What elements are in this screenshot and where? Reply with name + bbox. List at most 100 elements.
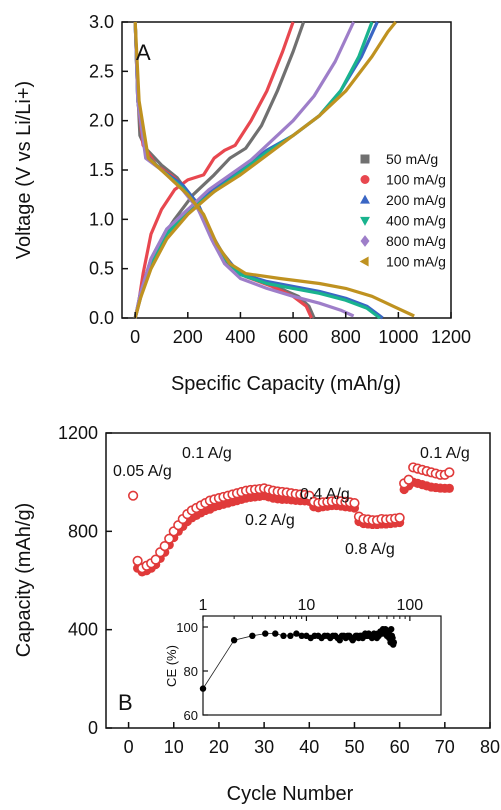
panel-a-x-tick-label: 0 <box>130 327 140 347</box>
panel-a-legend: 50 mA/g 100 mA/g 200 mA/g 400 mA/g 800 mA/g 1… <box>359 151 446 270</box>
panel-b-y-tick-label: 400 <box>68 620 98 640</box>
rate-label-0-1-second: 0.1 A/g <box>420 445 470 462</box>
inset-x-tick-label: 1 <box>199 597 208 614</box>
legend-marker-icon <box>360 154 370 164</box>
inset-x-ticks: 1 10 100 <box>199 597 442 621</box>
panel-a-y-tick-label: 1.0 <box>89 209 114 229</box>
panel-a-y-tick-label: 2.5 <box>89 61 114 81</box>
panel-b-y-tick-label: 800 <box>68 521 98 541</box>
panel-a-y-tick-label: 0.5 <box>89 259 114 279</box>
panel-a-x-tick-label: 1000 <box>378 327 418 347</box>
rate-label-0-8: 0.8 A/g <box>345 541 395 558</box>
capacity-point-open <box>132 555 143 566</box>
panel-b-x-tick-label: 80 <box>480 737 500 757</box>
panel-b-x-tick-label: 70 <box>435 737 455 757</box>
panel-a-x-tick-label: 1200 <box>431 327 471 347</box>
panel-a-charge-curve-1 <box>133 21 295 319</box>
capacity-point-open <box>394 512 405 523</box>
legend-label: 400 mA/g <box>386 213 446 229</box>
legend-label: 50 mA/g <box>386 151 438 167</box>
panel-b-x-tick-label: 40 <box>299 737 319 757</box>
legend-label: 100 mA/g <box>386 254 446 270</box>
panel-a-letter: A <box>136 40 151 65</box>
panel-a-discharge-curve-5 <box>133 21 415 318</box>
inset-ce-point <box>262 630 269 637</box>
inset-ce-point <box>287 632 294 639</box>
inset-y-ticks: 60 80 100 <box>176 620 208 723</box>
capacity-point-filled <box>444 483 454 493</box>
capacity-point-open <box>349 497 360 509</box>
inset-y-tick-label: 60 <box>184 708 198 723</box>
panel-b-y-tick-label: 0 <box>88 718 98 738</box>
inset-ce-point <box>280 632 287 639</box>
legend-marker-icon <box>360 235 370 247</box>
inset-ce-point <box>293 630 300 637</box>
panel-b-chart: 0 10 20 30 40 50 60 70 80 0 400 800 1200 0.05 A/g 0… <box>13 423 500 805</box>
inset-ce-point <box>249 632 256 639</box>
legend-marker-icon <box>360 194 370 204</box>
inset-y-tick-label: 80 <box>184 664 198 679</box>
legend-label: 200 mA/g <box>386 192 446 208</box>
inset-ce-point <box>230 637 238 644</box>
rate-label-0-1-first: 0.1 A/g <box>182 445 232 462</box>
panel-a-x-tick-label: 200 <box>173 327 203 347</box>
inset-ce-point <box>272 630 279 637</box>
panel-b-x-tick-label: 10 <box>164 737 184 757</box>
panel-a-x-tick-label: 800 <box>331 327 361 347</box>
inset-plot-frame <box>202 615 442 716</box>
legend-marker-icon <box>360 175 370 184</box>
panel-b-capacity-points <box>128 462 455 577</box>
capacity-point-open <box>128 490 139 501</box>
panel-b-x-tick-label: 30 <box>254 737 274 757</box>
panel-a-y-ticks: 0.0 0.5 1.0 1.5 2.0 2.5 3.0 <box>89 12 128 328</box>
panel-a-y-axis-label: Voltage (V vs Li/Li+) <box>13 81 35 259</box>
inset-y-tick-label: 100 <box>176 620 198 635</box>
panel-b-letter: B <box>118 690 133 715</box>
capacity-point-open <box>159 540 170 552</box>
panel-a-y-tick-label: 0.0 <box>89 308 114 328</box>
panel-b-x-axis-label: Cycle Number <box>227 783 354 805</box>
panel-a-x-tick-label: 600 <box>278 327 308 347</box>
panel-a-x-axis-label: Specific Capacity (mAh/g) <box>171 373 401 395</box>
panel-a-chart: 0 200 400 600 800 1000 1200 0.0 0.5 1.0 1.5 2.0 2.5… <box>13 12 471 395</box>
legend-label: 100 mA/g <box>386 172 446 188</box>
panel-a-x-ticks: 0 200 400 600 800 1000 1200 <box>130 312 471 347</box>
panel-a-x-tick-label: 400 <box>225 327 255 347</box>
legend-marker-icon <box>359 256 369 267</box>
rate-label-0-4: 0.4 A/g <box>300 486 350 503</box>
rate-label-0-05: 0.05 A/g <box>113 463 172 480</box>
panel-b-x-tick-label: 20 <box>209 737 229 757</box>
panel-a-curves <box>133 21 415 320</box>
panel-b-x-tick-label: 50 <box>344 737 364 757</box>
panel-b-y-tick-label: 1200 <box>58 423 98 443</box>
panel-a-charge-curve-5 <box>133 21 397 319</box>
ce-inset-chart: 1 10 100 60 80 100 CE (%) <box>164 597 442 723</box>
inset-ce-points <box>199 626 398 692</box>
panel-b-y-axis-label: Capacity (mAh/g) <box>13 503 35 658</box>
inset-y-axis-label: CE (%) <box>164 645 179 687</box>
panel-a-discharge-curve-2 <box>133 21 384 320</box>
inset-ce-point <box>199 685 207 692</box>
capacity-point-open <box>150 554 161 565</box>
panel-b-x-ticks: 0 10 20 30 40 50 60 70 80 <box>124 722 500 757</box>
inset-ce-point <box>298 632 305 639</box>
inset-x-tick-label: 10 <box>298 597 316 614</box>
panel-a-y-tick-label: 1.5 <box>89 160 114 180</box>
inset-ce-point <box>390 639 398 646</box>
panel-a-charge-curve-4 <box>133 21 356 319</box>
rate-label-0-2: 0.2 A/g <box>245 512 295 529</box>
capacity-point-open <box>164 533 175 544</box>
legend-label: 800 mA/g <box>386 233 446 249</box>
capacity-point-open <box>444 467 455 478</box>
panel-b-plot-frame <box>105 432 491 729</box>
panel-a-y-tick-label: 3.0 <box>89 12 114 32</box>
inset-x-tick-label: 100 <box>397 597 424 614</box>
panel-a-discharge-curve-3 <box>133 21 381 320</box>
panel-b-x-tick-label: 0 <box>124 737 134 757</box>
panel-b-x-tick-label: 60 <box>390 737 410 757</box>
legend-marker-icon <box>360 216 370 226</box>
capacity-point-open <box>403 474 414 485</box>
inset-ce-point <box>387 626 395 633</box>
panel-b-y-ticks: 0 400 800 1200 <box>58 423 112 738</box>
